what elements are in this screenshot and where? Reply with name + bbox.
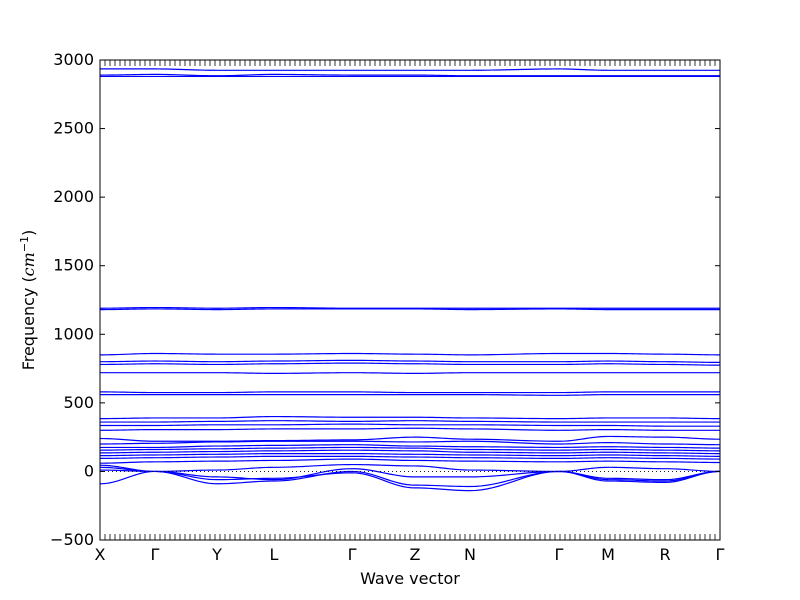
band-line bbox=[99, 446, 721, 452]
y-tick-label: 1500 bbox=[53, 256, 94, 275]
x-tick-label: Γ bbox=[716, 545, 725, 564]
band-line bbox=[99, 362, 720, 366]
band-line bbox=[99, 440, 721, 446]
band-line bbox=[100, 420, 720, 423]
y-tick-label: 3000 bbox=[53, 50, 94, 69]
band-line bbox=[100, 423, 720, 427]
band-line bbox=[99, 469, 721, 492]
x-tick-label: M bbox=[601, 545, 615, 564]
x-axis-label: Wave vector bbox=[360, 569, 460, 588]
band-line bbox=[100, 359, 721, 363]
y-axis-ticks: −500 0 500 1000 1500 2000 2500 3000 bbox=[50, 50, 720, 549]
y-tick-label: 0 bbox=[84, 461, 94, 480]
x-tick-label: Γ bbox=[151, 545, 160, 564]
y-tick-label: 500 bbox=[63, 393, 94, 412]
band-line bbox=[99, 427, 720, 431]
band-line bbox=[99, 73, 720, 77]
y-axis-label-unit: cm bbox=[19, 252, 38, 276]
band-line bbox=[100, 68, 720, 71]
x-tick-label: L bbox=[270, 545, 279, 564]
band-line bbox=[99, 352, 721, 356]
band-line bbox=[99, 415, 721, 420]
band-line bbox=[100, 449, 721, 455]
band-line bbox=[100, 444, 720, 449]
y-tick-label: 2000 bbox=[53, 187, 94, 206]
y-tick-label: 2500 bbox=[53, 119, 94, 138]
band-line bbox=[99, 463, 721, 485]
y-tick-label: 1000 bbox=[53, 324, 94, 343]
x-tick-label: Z bbox=[410, 545, 421, 564]
band-line bbox=[100, 372, 720, 374]
band-line bbox=[99, 308, 720, 311]
band-line bbox=[100, 391, 720, 394]
y-axis-label-suffix: ) bbox=[19, 230, 38, 236]
band-line bbox=[99, 455, 721, 460]
x-tick-label: X bbox=[95, 545, 106, 564]
y-axis-label-unit-exponent: −1 bbox=[18, 236, 31, 252]
x-tick-label: Y bbox=[211, 545, 222, 564]
x-tick-label: R bbox=[659, 545, 670, 564]
y-axis-label: Frequency (cm−1) bbox=[18, 230, 39, 371]
band-line bbox=[100, 394, 720, 396]
band-line bbox=[99, 466, 721, 488]
x-tick-label: N bbox=[464, 545, 476, 564]
x-tick-label: Γ bbox=[348, 545, 357, 564]
band-line bbox=[99, 458, 720, 464]
band-line bbox=[99, 464, 721, 482]
y-tick-label: −500 bbox=[50, 530, 94, 549]
band-line bbox=[99, 453, 720, 457]
y-axis-label-prefix: Frequency ( bbox=[19, 276, 38, 370]
band-line bbox=[99, 306, 720, 309]
x-tick-label: Γ bbox=[555, 545, 564, 564]
band-line bbox=[99, 435, 721, 442]
series-layer bbox=[99, 68, 721, 492]
